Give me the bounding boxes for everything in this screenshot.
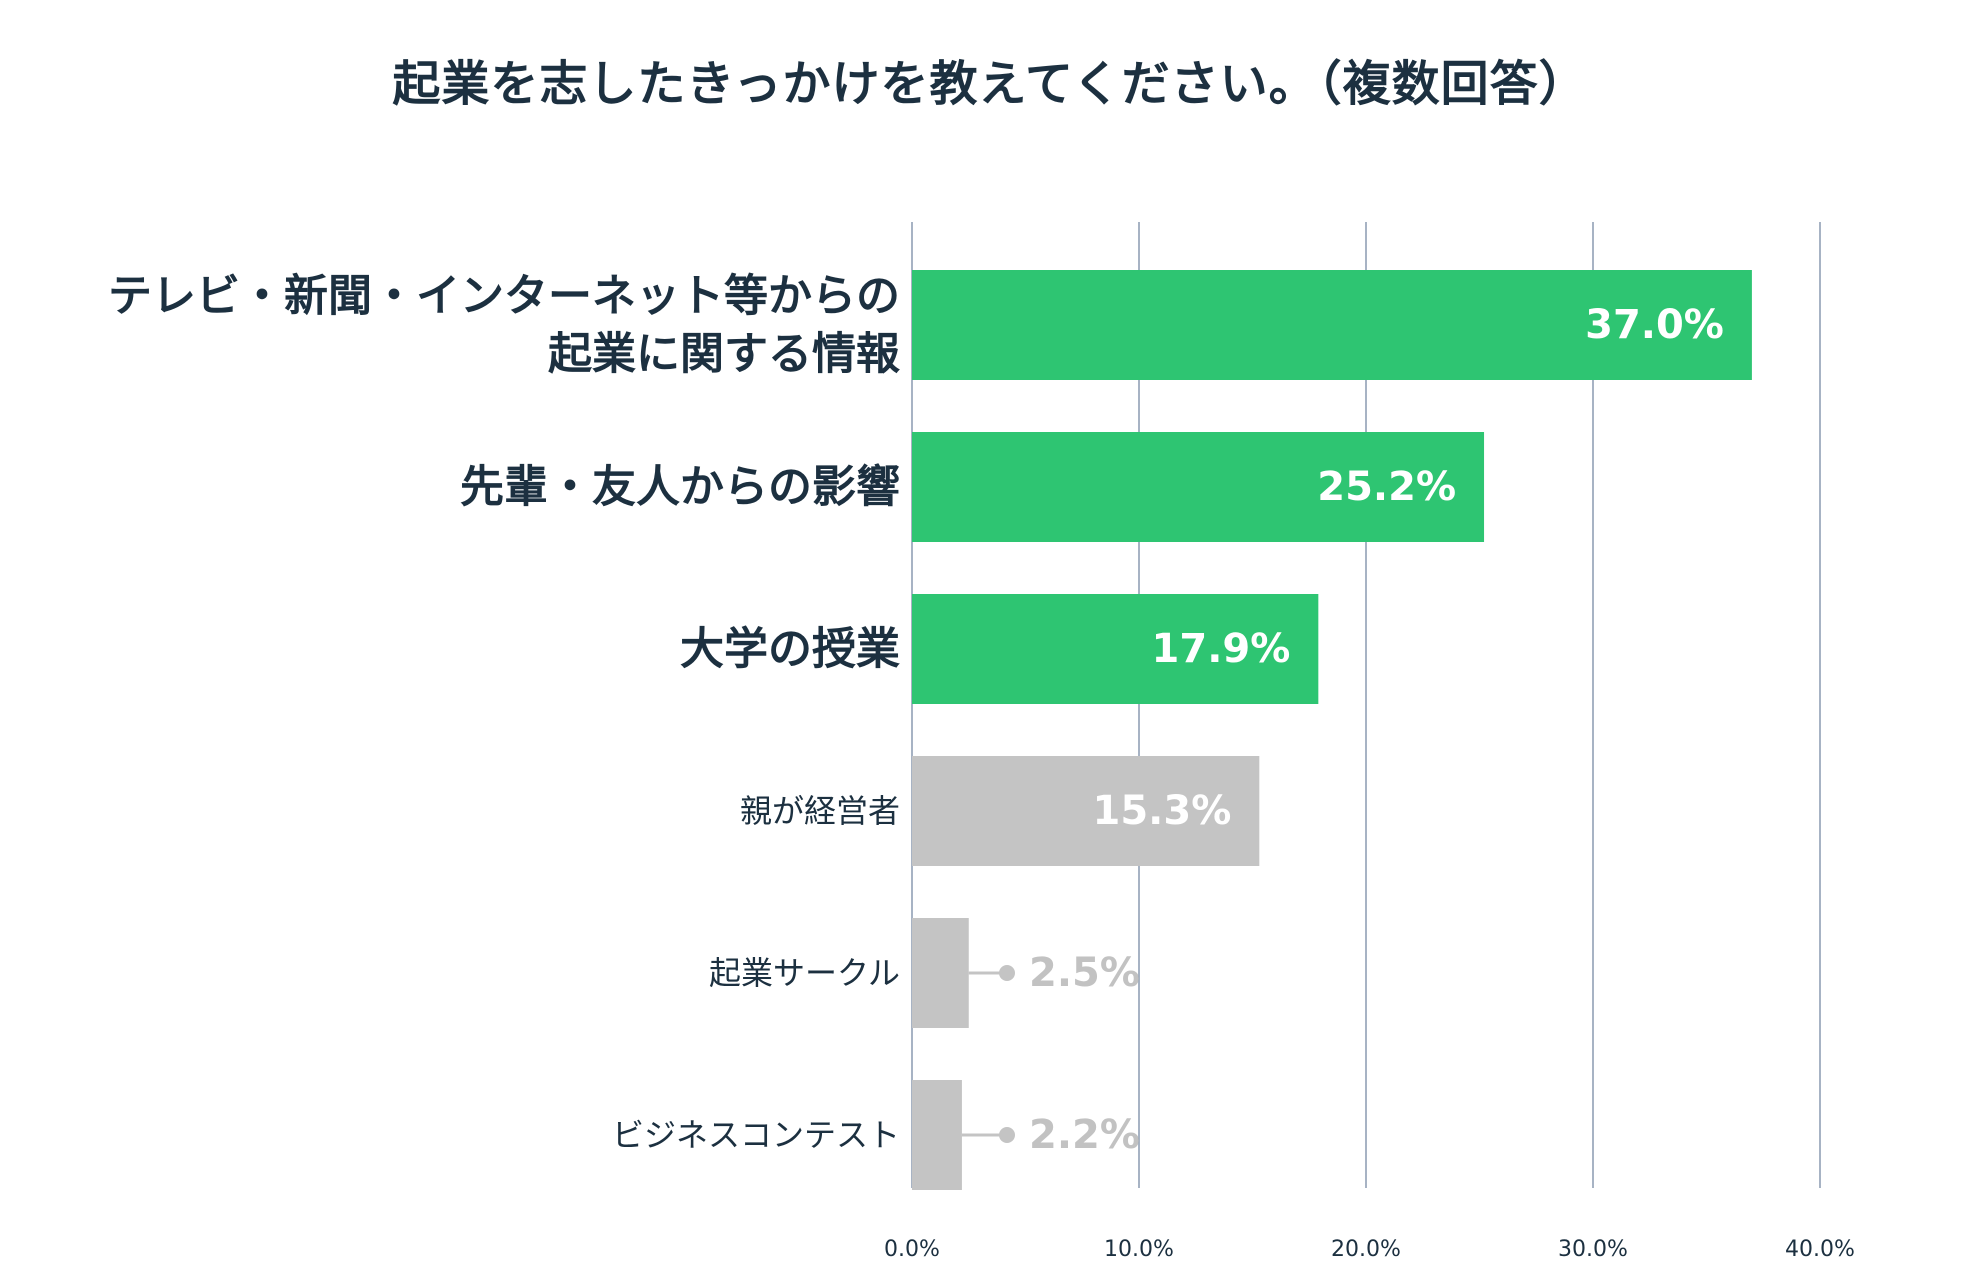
chart-title: 起業を志したきっかけを教えてください。（複数回答）	[392, 56, 1588, 112]
x-tick-label: 40.0%	[1785, 1237, 1855, 1262]
value-label: 17.9%	[1152, 626, 1291, 672]
category-label: 起業サークル	[709, 954, 900, 992]
leader-dot	[999, 965, 1015, 981]
x-tick-label: 0.0%	[884, 1237, 940, 1262]
bar	[912, 432, 1485, 542]
bar	[912, 918, 969, 1028]
bar	[912, 756, 1260, 866]
value-label: 2.2%	[1029, 1112, 1140, 1158]
x-tick-label: 10.0%	[1104, 1237, 1174, 1262]
category-label: 起業に関する情報	[548, 329, 900, 380]
value-label: 37.0%	[1585, 302, 1724, 348]
category-label: 大学の授業	[680, 624, 900, 675]
category-label: 親が経営者	[740, 792, 900, 830]
tick-layer: 0.0% 10.0% 20.0% 30.0% 40.0%	[884, 1237, 1855, 1262]
category-label: テレビ・新聞・インターネット等からの	[108, 271, 900, 322]
value-label: 25.2%	[1317, 464, 1456, 510]
category-label: 先輩・友人からの影響	[460, 462, 900, 513]
value-label: 2.5%	[1029, 950, 1140, 996]
value-label: 15.3%	[1093, 788, 1232, 834]
category-label: ビジネスコンテスト	[612, 1116, 900, 1154]
leader-dot	[999, 1127, 1015, 1143]
bar	[912, 594, 1319, 704]
x-tick-label: 30.0%	[1558, 1237, 1628, 1262]
bar	[912, 270, 1752, 380]
x-tick-label: 20.0%	[1331, 1237, 1401, 1262]
bar	[912, 1080, 962, 1190]
bar-layer	[912, 270, 1752, 1190]
